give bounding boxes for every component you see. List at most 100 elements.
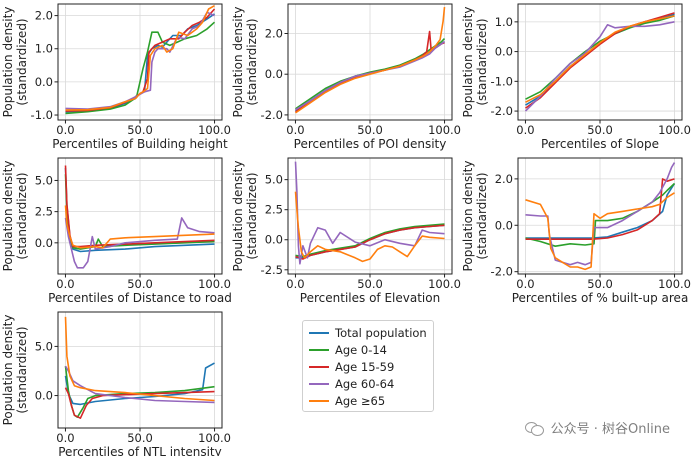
chart-panel: 0.0 50.0 100.0 0.0 5.0 Percentiles of NTL int… (1, 311, 231, 456)
series-line (64, 205, 215, 249)
legend-label: Total population (335, 325, 427, 340)
legend-item: Age 0-14 (309, 341, 427, 358)
x-tick-label: 50.0 (127, 277, 153, 291)
series-line (525, 15, 675, 100)
y-axis-label: (standardized) (245, 172, 259, 259)
x-tick-label: 50.0 (357, 123, 383, 137)
y-tick-label: 2.5 (265, 203, 283, 217)
series-line (64, 387, 215, 419)
y-axis-label: (standardized) (15, 326, 29, 413)
legend-item: Age ≥65 (309, 392, 427, 409)
x-tick-label: 0.0 (56, 277, 74, 291)
series-line (64, 362, 215, 406)
y-tick-label: 0.0 (35, 75, 53, 89)
y-axis-label: (standardized) (245, 18, 259, 105)
x-tick-label: 100.0 (198, 431, 231, 445)
x-axis-label: Percentiles of Slope (541, 137, 659, 151)
series-line (295, 223, 445, 258)
wechat-icon (524, 420, 545, 436)
legend-swatch (309, 348, 329, 351)
x-tick-label: 100.0 (658, 277, 691, 291)
watermark-text: 公众号 · 树谷Online (550, 422, 670, 437)
y-tick-label: 0.0 (495, 45, 513, 59)
y-tick-label: -2.5 (261, 263, 283, 277)
legend-item: Age 15-59 (309, 358, 427, 375)
y-axis-label: Population density (461, 161, 475, 272)
x-axis-label: Percentiles of NTL intensity (58, 445, 221, 456)
y-tick-label: -2.0 (491, 104, 513, 118)
legend-label: Age 60-64 (335, 376, 395, 391)
y-tick-label: -2.0 (261, 108, 283, 122)
series-line (64, 165, 215, 248)
x-tick-label: 0.0 (56, 431, 74, 445)
y-tick-label: 5.0 (35, 339, 53, 353)
y-tick-label: 0.0 (35, 236, 53, 250)
x-axis-label: Percentiles of % built-up area (512, 291, 689, 305)
series-line (64, 217, 215, 269)
x-tick-label: 100.0 (198, 123, 231, 137)
y-tick-label: -1.0 (491, 74, 513, 88)
legend-label: Age 15-59 (335, 359, 395, 374)
series-line (65, 21, 216, 115)
chart-panel: 0.0 50.0 100.0 -2.0 -1.0 0.0 1.0 Percentiles of… (461, 3, 691, 151)
watermark: 公众号 · 树谷Online (524, 418, 670, 437)
y-tick-label: 0.0 (495, 218, 513, 232)
legend-label: Age ≥65 (335, 393, 386, 408)
x-tick-label: 50.0 (127, 431, 153, 445)
series-line (524, 21, 675, 112)
legend-swatch (309, 331, 329, 334)
series-line (525, 192, 675, 271)
y-tick-label: 1.0 (35, 42, 53, 56)
chart-panel: 0.0 50.0 100.0 0.0 2.5 5.0 Percentiles of Dist… (1, 157, 232, 305)
x-tick-label: 50.0 (587, 123, 613, 137)
x-axis-label: Percentiles of POI density (294, 137, 447, 151)
legend: Total population Age 0-14 Age 15-59 Age … (302, 320, 434, 412)
x-tick-label: 100.0 (428, 123, 461, 137)
x-tick-label: 0.0 (286, 277, 304, 291)
x-tick-label: 100.0 (428, 277, 461, 291)
legend-item: Age 60-64 (309, 375, 427, 392)
series-line (525, 178, 675, 240)
x-tick-label: 100.0 (198, 277, 231, 291)
y-tick-label: 1.0 (495, 15, 513, 29)
y-tick-label: -2.0 (491, 265, 513, 279)
series-line (295, 7, 446, 114)
series-line (65, 5, 215, 111)
series-line (525, 15, 675, 103)
legend-label: Age 0-14 (335, 342, 387, 357)
y-axis-label: Population density (1, 7, 15, 118)
y-tick-label: 0.0 (35, 389, 53, 403)
x-axis-label: Percentiles of Building height (52, 137, 228, 151)
x-tick-label: 50.0 (127, 123, 153, 137)
legend-item: Total population (309, 324, 427, 341)
x-tick-label: 100.0 (658, 123, 691, 137)
y-axis-label: (standardized) (15, 172, 29, 259)
y-axis-label: Population density (461, 7, 475, 118)
series-line (64, 316, 215, 402)
y-axis-label: (standardized) (475, 18, 489, 105)
y-tick-label: -1.0 (31, 108, 53, 122)
y-axis-label: (standardized) (475, 172, 489, 259)
y-axis-label: (standardized) (15, 18, 29, 105)
y-tick-label: 2.0 (35, 9, 53, 23)
x-tick-label: 0.0 (516, 277, 534, 291)
y-axis-label: Population density (231, 7, 245, 118)
x-axis-label: Percentiles of Elevation (300, 291, 440, 305)
legend-swatch (309, 382, 329, 385)
y-tick-label: 0.0 (265, 67, 283, 81)
x-axis-label: Percentiles of Distance to road (48, 291, 232, 305)
y-tick-label: 5.0 (35, 173, 53, 187)
y-tick-label: 5.0 (265, 173, 283, 187)
x-tick-label: 50.0 (357, 277, 383, 291)
legend-swatch (309, 365, 329, 368)
x-tick-label: 0.0 (516, 123, 534, 137)
x-tick-label: 0.0 (56, 123, 74, 137)
y-tick-label: 0.0 (265, 233, 283, 247)
x-tick-label: 0.0 (286, 123, 304, 137)
y-tick-label: 2.0 (495, 172, 513, 186)
